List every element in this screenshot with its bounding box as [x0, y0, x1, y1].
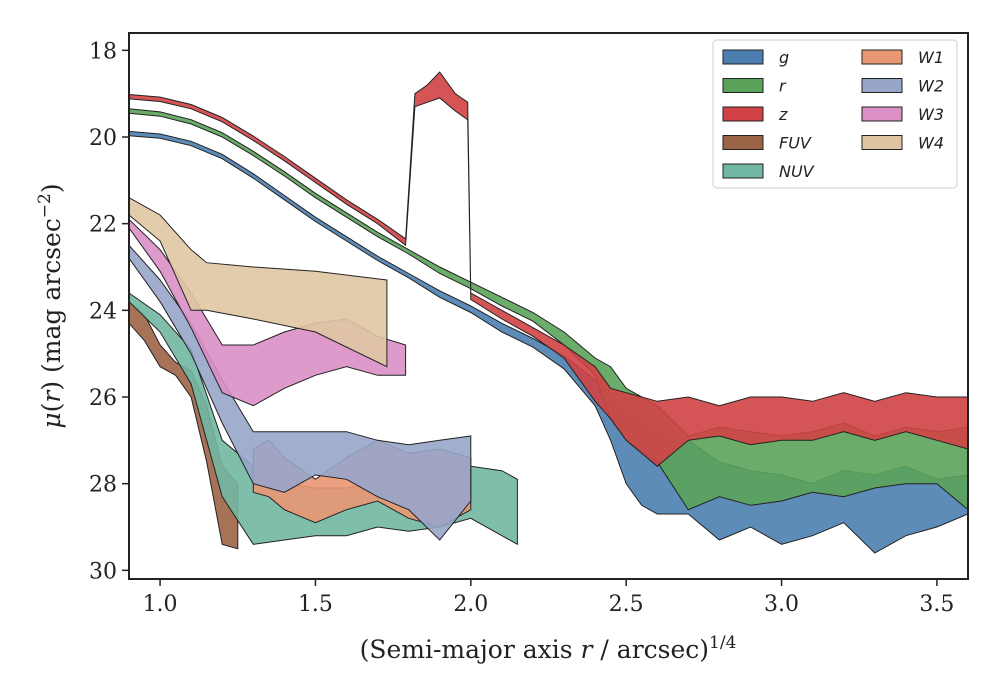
x-axis-title: (Semi-major axis r / arcsec)1/4: [360, 633, 737, 664]
band-w2: [129, 244, 472, 541]
y-tick-label: 24: [89, 299, 117, 324]
legend-label-w3: W3: [918, 105, 944, 124]
band-g: [129, 130, 968, 554]
legend-label-w1: W1: [918, 48, 944, 67]
legend-swatch-fuv: [722, 135, 764, 150]
legend-swatch-w1: [861, 49, 903, 65]
legend-label-nuv: NUV: [779, 162, 815, 181]
legend-label-fuv: FUV: [779, 134, 812, 153]
band-w3: [129, 218, 407, 407]
legend-label-w2: W2: [918, 77, 944, 96]
x-tick-label: 2.5: [609, 592, 644, 617]
y-tick-label: 20: [89, 126, 117, 151]
legend-swatch-r: [722, 78, 764, 93]
x-tick-label: 3.0: [764, 592, 799, 617]
legend-swatch-w3: [861, 106, 903, 122]
legend: grz FUV NUV W1 W2 W3 W4: [712, 39, 958, 189]
legend-swatch-z: [722, 106, 764, 122]
legend-label-r: r: [779, 77, 787, 96]
y-tick-label: 18: [89, 39, 117, 64]
y-tick-label: 26: [89, 386, 117, 411]
band-z: [129, 71, 968, 467]
x-tick-label: 1.0: [143, 592, 178, 617]
band-r: [129, 108, 968, 511]
plot-frame: [128, 32, 969, 580]
x-tick-label: 2.0: [453, 592, 488, 617]
y-tick-label: 28: [89, 473, 117, 498]
legend-label-w4: W4: [918, 134, 944, 153]
legend-swatch-nuv: [722, 163, 764, 179]
y-tick-label: 22: [89, 213, 117, 238]
band-fuv: [129, 301, 239, 550]
band-w4: [129, 197, 388, 368]
y-tick-label: 30: [89, 559, 117, 584]
legend-swatch-g: [722, 49, 764, 65]
x-tick-label: 1.5: [298, 592, 333, 617]
x-tick-label: 3.5: [919, 592, 954, 617]
legend-swatch-w2: [861, 78, 903, 93]
y-axis-title: μ(r) (mag arcsec−2): [35, 183, 66, 428]
legend-label-z: z: [778, 105, 788, 124]
legend-label-g: g: [779, 48, 789, 67]
legend-frame: [712, 39, 958, 189]
legend-swatch-w4: [861, 135, 903, 150]
